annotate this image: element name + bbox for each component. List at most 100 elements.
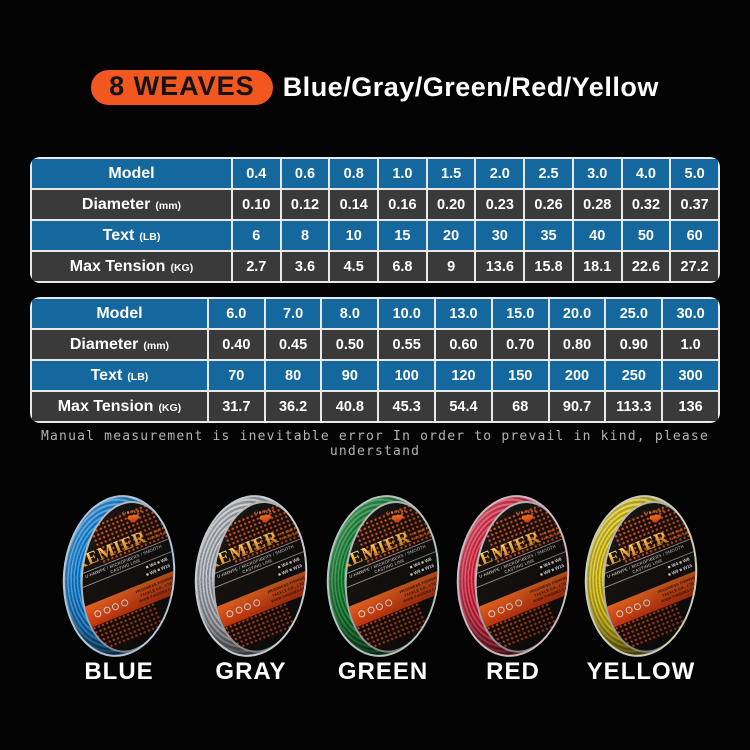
table-cell: 1.5 bbox=[427, 159, 475, 188]
table-cell: 31.7 bbox=[208, 392, 264, 421]
table-cell: 68 bbox=[492, 392, 548, 421]
row-unit: (LB) bbox=[127, 370, 149, 383]
row-label-text: Text bbox=[102, 226, 135, 244]
table-row: Text (LB) 6 8 10 15 20 30 35 40 50 60 bbox=[32, 221, 718, 250]
table-cell: 20.0 bbox=[549, 299, 605, 328]
table-row: Max Tension (KG) 2.7 3.6 4.5 6.8 9 13.6 15.8 18.1… bbox=[32, 252, 718, 281]
row-label-text: Max Tension bbox=[57, 397, 154, 415]
weaves-badge: 8 WEAVES bbox=[91, 70, 273, 105]
table-row: Model 0.4 0.6 0.8 1.0 1.5 2.0 2.5 3.0 4.0 5.0 bbox=[32, 159, 718, 188]
table-cell: 3.6 bbox=[281, 252, 329, 281]
table-cell: 0.6 bbox=[281, 159, 329, 188]
table-cell: 0.26 bbox=[525, 190, 572, 219]
table-cell: 80 bbox=[265, 361, 321, 390]
table-cell: 4.5 bbox=[330, 252, 378, 281]
table-cell: 0.80 bbox=[549, 330, 605, 359]
table-cell: 2.7 bbox=[232, 252, 280, 281]
line-spool-disc: FINGERSPREMIERPE LINE FIBERFROM JAPANU-H… bbox=[578, 490, 704, 662]
table-cell: 50 bbox=[622, 221, 670, 250]
table-cell: 0.8 bbox=[330, 159, 378, 188]
row-label: Model bbox=[32, 159, 231, 188]
header: 8 WEAVES Blue/Gray/Green/Red/Yellow bbox=[0, 70, 750, 105]
page-title: Blue/Gray/Green/Red/Yellow bbox=[282, 72, 659, 102]
table-cell: 0.20 bbox=[427, 190, 475, 219]
spool-color-label: GREEN bbox=[337, 658, 429, 685]
table-cell: 40.8 bbox=[322, 392, 378, 421]
row-unit: (KG) bbox=[158, 401, 182, 414]
table-cell: 45.3 bbox=[379, 392, 435, 421]
spool-green: FINGERSPREMIERPE LINE FIBERFROM JAPANU-H… bbox=[313, 490, 453, 750]
line-spool-disc: FINGERSPREMIERPE LINE FIBERFROM JAPANU-H… bbox=[320, 490, 446, 662]
table-cell: 6.8 bbox=[379, 252, 426, 281]
row-unit: (KG) bbox=[170, 261, 194, 274]
table-cell: 90.7 bbox=[549, 392, 605, 421]
table-cell: 15.8 bbox=[525, 252, 572, 281]
table-cell: 0.16 bbox=[379, 190, 426, 219]
table-row: Text (LB) 70 80 90 100 120 150 200 250 300 bbox=[32, 361, 718, 390]
table-cell: 0.4 bbox=[232, 159, 280, 188]
spool-color-label: GRAY bbox=[215, 658, 287, 685]
table-cell: 0.70 bbox=[492, 330, 548, 359]
table-row: Max Tension (KG) 31.7 36.2 40.8 45.3 54.4 68 90.… bbox=[32, 392, 718, 421]
table-cell: 13.0 bbox=[436, 299, 491, 328]
table-cell: 100 bbox=[379, 361, 435, 390]
row-label-text: Diameter bbox=[81, 195, 151, 213]
table-cell: 0.55 bbox=[379, 330, 435, 359]
table-cell: 18.1 bbox=[573, 252, 621, 281]
table-row: Diameter (mm) 0.40 0.45 0.50 0.55 0.60 0.70 0.80… bbox=[32, 330, 718, 359]
row-label: Max Tension (KG) bbox=[32, 392, 207, 421]
table-cell: 15.0 bbox=[492, 299, 548, 328]
table-cell: 3.0 bbox=[573, 159, 621, 188]
table-cell: 6.0 bbox=[208, 299, 264, 328]
table-cell: 4.0 bbox=[622, 159, 670, 188]
table-cell: 10 bbox=[330, 221, 378, 250]
table-cell: 1.0 bbox=[663, 330, 718, 359]
row-label: Text (LB) bbox=[32, 221, 231, 250]
table-cell: 1.0 bbox=[379, 159, 426, 188]
disclaimer-text: Manual measurement is inevitable error I… bbox=[41, 429, 709, 459]
table-cell: 90 bbox=[322, 361, 378, 390]
table-cell: 54.4 bbox=[436, 392, 491, 421]
row-label-text: Text bbox=[90, 366, 123, 384]
row-label: Diameter (mm) bbox=[32, 190, 231, 219]
table-cell: 2.5 bbox=[525, 159, 572, 188]
row-label: Text (LB) bbox=[32, 361, 207, 390]
table-cell: 20 bbox=[427, 221, 475, 250]
table-row: Diameter (mm) 0.10 0.12 0.14 0.16 0.20 0.23 0.26… bbox=[32, 190, 718, 219]
line-spool-disc: FINGERSPREMIERPE LINE FIBERFROM JAPANU-H… bbox=[56, 490, 182, 662]
row-unit: (mm) bbox=[143, 339, 170, 352]
spool-blue: FINGERSPREMIERPE LINE FIBERFROM JAPANU-H… bbox=[49, 490, 189, 750]
table-cell: 8.0 bbox=[322, 299, 378, 328]
table-cell: 13.6 bbox=[476, 252, 524, 281]
table-cell: 0.37 bbox=[671, 190, 718, 219]
table-cell: 60 bbox=[671, 221, 718, 250]
table-cell: 0.10 bbox=[232, 190, 280, 219]
table-cell: 113.3 bbox=[606, 392, 662, 421]
table-cell: 9 bbox=[427, 252, 475, 281]
spool-color-label: RED bbox=[486, 658, 540, 685]
spool-yellow: FINGERSPREMIERPE LINE FIBERFROM JAPANU-H… bbox=[571, 490, 711, 750]
spec-table-1: Model 0.4 0.6 0.8 1.0 1.5 2.0 2.5 3.0 4.0 5.0 Diame… bbox=[30, 157, 720, 283]
row-label: Model bbox=[32, 299, 207, 328]
table-cell: 2.0 bbox=[476, 159, 524, 188]
table-cell: 27.2 bbox=[671, 252, 718, 281]
table-cell: 0.32 bbox=[622, 190, 670, 219]
spool-gray: FINGERSPREMIERPE LINE FIBERFROM JAPANU-H… bbox=[181, 490, 321, 750]
table-cell: 10.0 bbox=[379, 299, 435, 328]
spec-table-2: Model 6.0 7.0 8.0 10.0 13.0 15.0 20.0 25.0 30.0 Di… bbox=[30, 297, 720, 423]
row-label: Diameter (mm) bbox=[32, 330, 207, 359]
spool-color-label: BLUE bbox=[84, 658, 154, 685]
row-label: Max Tension (KG) bbox=[32, 252, 231, 281]
row-unit: (mm) bbox=[155, 199, 182, 212]
table-cell: 136 bbox=[663, 392, 718, 421]
row-label-text: Model bbox=[96, 304, 143, 322]
row-label-text: Model bbox=[108, 164, 155, 182]
table-cell: 0.12 bbox=[281, 190, 329, 219]
table-cell: 0.40 bbox=[208, 330, 264, 359]
row-label-text: Max Tension bbox=[69, 257, 166, 275]
table-cell: 5.0 bbox=[671, 159, 718, 188]
table-cell: 25.0 bbox=[606, 299, 662, 328]
spool-color-label: YELLOW bbox=[586, 658, 696, 685]
table-cell: 0.28 bbox=[573, 190, 621, 219]
